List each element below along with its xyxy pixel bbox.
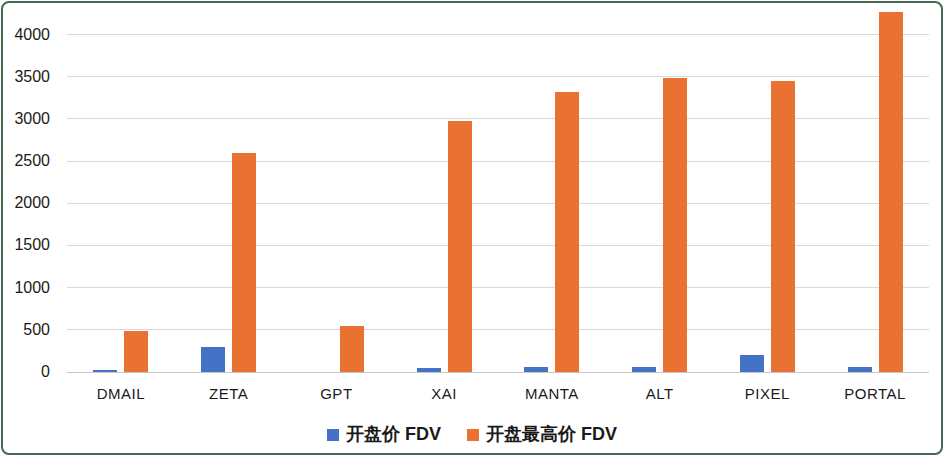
legend-swatch-blue (327, 429, 339, 441)
bar-open-portal (848, 367, 872, 372)
gridline-2000 (67, 203, 929, 204)
bar-high-portal (879, 12, 903, 372)
gridline-4000 (67, 34, 929, 35)
x-axis-label-zeta: ZETA (175, 385, 283, 402)
x-axis-label-portal: PORTAL (821, 385, 929, 402)
x-axis-label-gpt: GPT (282, 385, 390, 402)
gridline-1000 (67, 287, 929, 288)
bar-open-pixel (740, 355, 764, 372)
legend-item-open-fdv: 开盘价 FDV (327, 422, 441, 446)
gridline-500 (67, 329, 929, 330)
bar-high-zeta (232, 153, 256, 372)
y-axis-label-4000: 4000 (0, 26, 50, 44)
x-axis-label-dmail: DMAIL (67, 385, 175, 402)
legend-label-open-high-fdv: 开盘最高价 FDV (486, 422, 617, 446)
bar-open-dmail (93, 370, 117, 372)
bar-open-xai (417, 368, 441, 372)
legend-swatch-orange (467, 429, 479, 441)
y-axis-label-1000: 1000 (0, 279, 50, 297)
bar-high-xai (448, 121, 472, 372)
legend-item-open-high-fdv: 开盘最高价 FDV (467, 422, 617, 446)
bar-high-dmail (124, 331, 148, 372)
bar-open-alt (632, 367, 656, 372)
gridline-2500 (67, 161, 929, 162)
bar-high-alt (663, 78, 687, 372)
y-axis-label-1500: 1500 (0, 236, 50, 254)
y-axis-label-2500: 2500 (0, 152, 50, 170)
gridline-1500 (67, 245, 929, 246)
bar-high-gpt (340, 326, 364, 372)
bar-high-pixel (771, 81, 795, 372)
gridline-3000 (67, 118, 929, 119)
x-axis-label-pixel: PIXEL (713, 385, 821, 402)
bar-open-zeta (201, 347, 225, 372)
y-axis-label-3000: 3000 (0, 110, 50, 128)
x-axis-label-manta: MANTA (498, 385, 606, 402)
bar-high-manta (555, 92, 579, 372)
y-axis-label-500: 500 (0, 321, 50, 339)
y-axis-label-0: 0 (0, 363, 50, 381)
legend-label-open-fdv: 开盘价 FDV (346, 422, 441, 446)
x-axis-label-alt: ALT (606, 385, 714, 402)
x-axis-label-xai: XAI (390, 385, 498, 402)
chart-legend: 开盘价 FDV 开盘最高价 FDV (0, 422, 944, 446)
y-axis-label-3500: 3500 (0, 68, 50, 86)
bar-open-manta (524, 367, 548, 372)
y-axis-label-2000: 2000 (0, 194, 50, 212)
x-axis-line (67, 372, 929, 373)
gridline-3500 (67, 76, 929, 77)
